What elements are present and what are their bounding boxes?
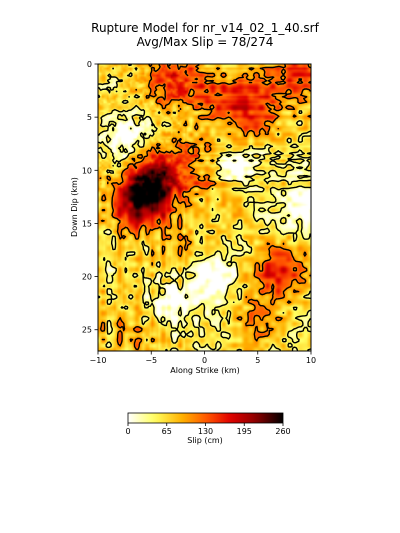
x-axis: −10 −5 0 5 10 [90,351,316,365]
slip-heatmap [98,64,311,351]
y-axis: 0 5 10 15 20 25 [82,60,98,335]
chart-subtitle: Avg/Max Slip = 78/274 [137,35,274,49]
colorbar-tick-label: 130 [198,427,213,436]
y-axis-label: Down Dip (km) [70,177,79,237]
colorbar: 0 65 130 195 260 Slip (cm) [125,412,291,445]
x-axis-label: Along Strike (km) [170,366,240,375]
x-tick-label: 0 [202,356,207,365]
colorbar-tick-label: 195 [237,427,252,436]
colorbar-tick-label: 65 [162,427,172,436]
colorbar-label: Slip (cm) [187,436,223,445]
colorbar-ticks: 0 65 130 195 260 [125,423,291,436]
colorbar-tick-label: 0 [125,427,130,436]
colorbar-gradient [127,412,284,424]
plot-area [97,63,312,352]
colorbar-tick-label: 260 [275,427,290,436]
x-tick-label: −5 [145,356,157,365]
contour-line [99,64,311,351]
x-tick-label: −10 [90,356,107,365]
x-tick-label: 10 [306,356,316,365]
y-tick-label: 20 [82,273,92,282]
y-tick-label: 0 [87,60,92,69]
chart-title: Rupture Model for nr_v14_02_1_40.srf [91,21,319,35]
y-tick-label: 25 [82,326,92,335]
y-tick-label: 15 [82,219,92,228]
slip-contours [98,64,311,351]
contour-line [98,64,311,351]
y-tick-label: 5 [87,113,92,122]
x-tick-label: 5 [255,356,260,365]
y-tick-label: 10 [82,166,92,175]
